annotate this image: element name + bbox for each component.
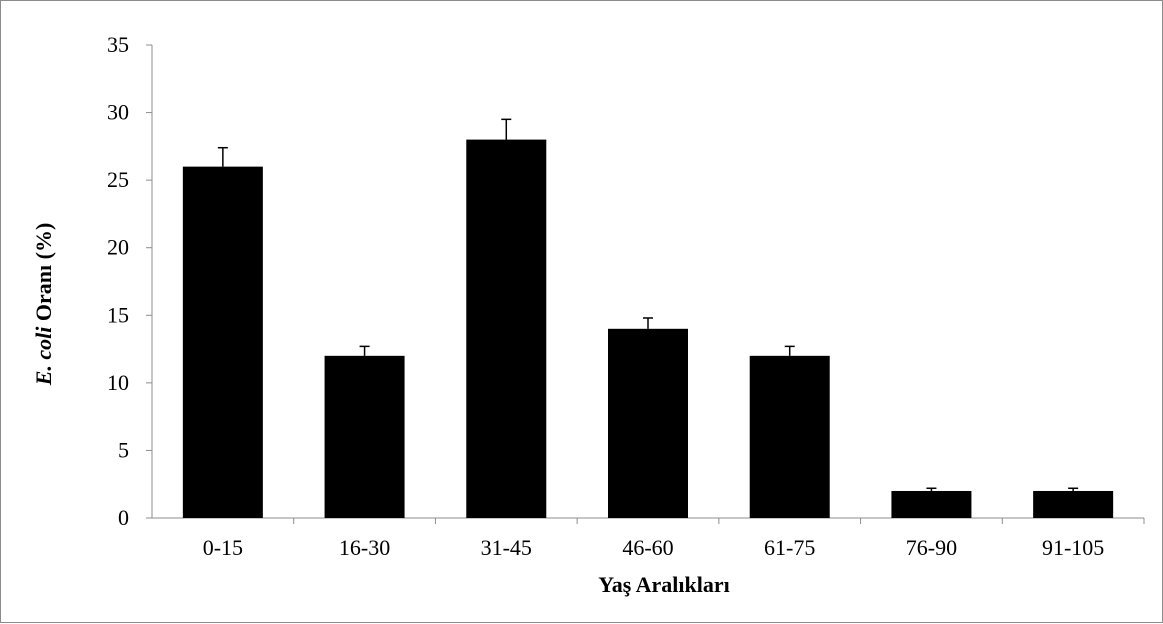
- x-category-label: 91-105: [1042, 535, 1104, 560]
- x-category-label: 31-45: [481, 535, 532, 560]
- x-category-label: 16-30: [339, 535, 390, 560]
- y-tick-label: 10: [107, 370, 129, 395]
- bars: [182, 118, 1114, 518]
- y-tick-label: 25: [107, 167, 129, 192]
- x-category-label: 76-90: [906, 535, 957, 560]
- x-category-label: 61-75: [764, 535, 815, 560]
- y-tick-label: 15: [107, 302, 129, 327]
- bar: [466, 139, 547, 518]
- bar: [324, 355, 405, 518]
- x-category-label: 0-15: [203, 535, 243, 560]
- y-tick-label: 20: [107, 235, 129, 260]
- bar: [749, 355, 830, 518]
- x-axis-categories: 0-15 16-30 31-45 46-60 61-75 76-90 91-105: [203, 518, 1145, 560]
- x-axis-title: Yaş Aralıkları: [598, 572, 729, 597]
- y-axis-ticks: 0 5 10 15 20 25 30 35: [107, 32, 152, 530]
- y-tick-label: 5: [118, 437, 129, 462]
- y-tick-label: 30: [107, 100, 129, 125]
- y-tick-label: 35: [107, 32, 129, 57]
- bar: [891, 490, 972, 518]
- bar: [1033, 490, 1114, 518]
- x-category-label: 46-60: [622, 535, 673, 560]
- bar: [608, 328, 688, 518]
- bar: [182, 166, 263, 518]
- y-axis-title-rest: Oranı (%): [31, 223, 56, 327]
- y-axis-title-italic: E. coli: [31, 326, 56, 387]
- y-axis-title: E. coli Oranı (%): [31, 223, 56, 387]
- y-tick-label: 0: [118, 505, 129, 530]
